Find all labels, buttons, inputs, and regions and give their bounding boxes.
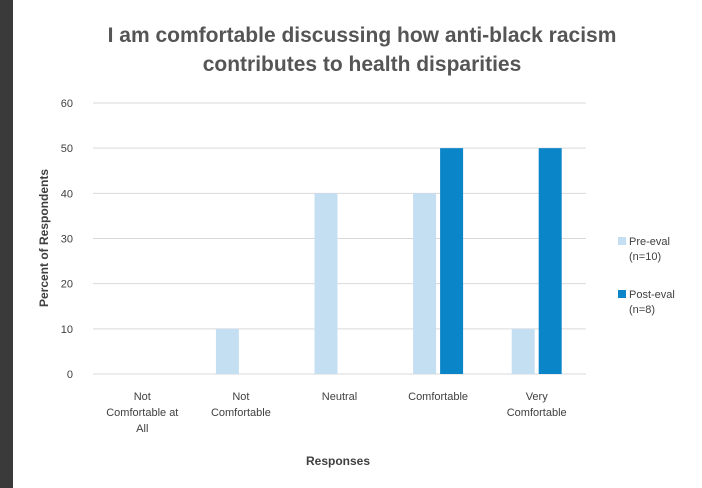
legend-label: (n=8)	[629, 304, 655, 316]
chart-title-line: I am comfortable discussing how anti-bla…	[108, 24, 617, 47]
x-axis-categories: Not Comfortable at All Not Comfortable Neutra…	[106, 391, 566, 435]
y-tick-label: 10	[61, 324, 73, 336]
legend-label: Pre-eval	[629, 236, 670, 248]
y-tick-label: 30	[61, 234, 73, 246]
chart-title: I am comfortable discussing how anti-bla…	[108, 24, 617, 76]
post-eval-bar	[538, 148, 562, 374]
category-label: Very	[526, 391, 549, 403]
category-label: Comfortable	[507, 407, 567, 419]
y-axis-title: Percent of Respondents	[37, 169, 51, 307]
x-axis-title: Responses	[306, 454, 370, 468]
legend-label: (n=10)	[629, 251, 661, 263]
category-label: Not	[232, 391, 249, 403]
y-tick-label: 0	[67, 369, 73, 381]
pre-eval-legend-swatch	[618, 237, 626, 245]
y-axis-ticks: 0 10 20 30 40 50 60	[61, 98, 73, 381]
bars	[215, 148, 562, 374]
chart-svg: I am comfortable discussing how anti-bla…	[37, 24, 675, 468]
post-eval-bar	[440, 148, 464, 374]
category-label: Neutral	[322, 391, 357, 403]
category-label: Comfortable	[408, 391, 468, 403]
axis-titles: Responses Percent of Respondents	[37, 169, 370, 468]
y-tick-label: 50	[61, 143, 73, 155]
category-label: Not	[134, 391, 151, 403]
y-tick-label: 20	[61, 279, 73, 291]
category-label: Comfortable	[211, 407, 271, 419]
post-eval-legend-swatch	[618, 290, 626, 298]
legend-label: Post-eval	[629, 289, 675, 301]
category-label: Comfortable at	[106, 407, 178, 419]
gridlines	[93, 102, 586, 375]
pre-eval-bar	[413, 193, 437, 374]
chart-title-line: contributes to health disparities	[203, 53, 522, 76]
pre-eval-bar	[511, 328, 535, 374]
category-label: All	[136, 423, 148, 435]
legend: Pre-eval (n=10) Post-eval (n=8)	[618, 236, 675, 316]
y-tick-label: 40	[61, 188, 73, 200]
chart-frame: I am comfortable discussing how anti-bla…	[13, 0, 702, 488]
pre-eval-bar	[215, 328, 239, 374]
pre-eval-bar	[314, 193, 338, 374]
y-tick-label: 60	[61, 98, 73, 110]
